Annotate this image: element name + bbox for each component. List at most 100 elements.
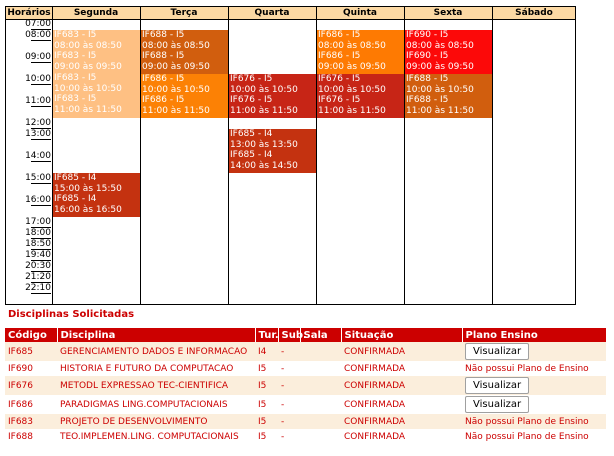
time-underline — [31, 29, 51, 30]
class-block: IF685 - I4 13:00 às 13:50 IF685 - I4 14:00 … — [229, 129, 316, 173]
time-underline — [31, 62, 51, 63]
column-divider — [228, 7, 229, 304]
time-label: 22:10 — [6, 283, 51, 294]
time-label: 13:00 — [6, 129, 51, 140]
class-code: IF688 - I5 — [142, 51, 185, 62]
course-sub: - — [278, 342, 300, 361]
time-text: 17:00 — [25, 217, 51, 227]
time-label: 14:00 — [6, 151, 51, 162]
class-code: IF686 - I5 — [318, 30, 361, 40]
course-turma: I5 — [255, 395, 278, 414]
course-sub: - — [278, 361, 300, 376]
class-time: 08:00 às 08:50 — [318, 40, 386, 51]
time-underline — [31, 271, 51, 272]
header-room: Sala — [300, 328, 342, 342]
courses-header-row: Código Disciplina Tur. Sub. Sala Situaçã… — [5, 328, 607, 342]
time-underline — [31, 249, 51, 250]
day-header: Quarta — [254, 8, 290, 18]
time-text: 14:00 — [25, 151, 51, 161]
header-course: Disciplina — [57, 328, 256, 342]
no-plan-text: Não possui Plano de Ensino — [465, 431, 589, 442]
column-divider — [492, 7, 493, 304]
class-block: IF686 - I5 10:00 às 10:50 IF686 - I5 11:00 … — [141, 74, 228, 118]
header-class: Tur. — [255, 328, 279, 342]
course-row: IF686 PARADIGMAS LING.COMPUTACIONAIS I5- CO… — [5, 395, 606, 414]
time-underline — [31, 106, 51, 107]
no-plan-text: Não possui Plano de Ensino — [465, 363, 589, 374]
time-label: 11:00 — [6, 96, 51, 107]
course-status: CONFIRMADA — [341, 376, 462, 395]
class-time: 11:00 às 11:50 — [406, 106, 474, 117]
time-underline — [31, 161, 51, 162]
no-plan-text: Não possui Plano de Ensino — [465, 416, 589, 427]
time-text: 07:00 — [25, 19, 51, 29]
time-underline — [31, 183, 51, 184]
column-divider — [316, 7, 317, 304]
time-text: 08:00 — [25, 30, 51, 40]
course-status: CONFIRMADA — [341, 429, 462, 444]
course-plan-cell: Não possui Plano de Ensino — [462, 429, 606, 444]
class-code: IF683 - I5 — [54, 94, 97, 105]
time-text: 18:00 — [25, 228, 51, 238]
course-code: IF683 — [5, 414, 57, 429]
view-plan-button[interactable]: Visualizar — [465, 377, 530, 394]
column-divider — [52, 7, 53, 304]
course-sub: - — [278, 429, 300, 444]
class-time: 10:00 às 10:50 — [318, 84, 386, 95]
course-plan-cell: Visualizar — [462, 376, 606, 395]
class-code: IF688 - I5 — [142, 30, 185, 40]
class-code: IF676 - I5 — [230, 95, 273, 106]
course-row: IF685 GERENCIAMENTO DADOS E INFORMACAO I4-… — [5, 342, 606, 361]
day-header: Segunda — [73, 8, 119, 18]
course-plan-cell: Visualizar — [462, 342, 606, 361]
view-plan-button[interactable]: Visualizar — [465, 396, 530, 413]
schedule-header: Horários Segunda Terça Quarta Quinta Sexta Sá… — [6, 7, 575, 20]
class-code: IF685 - I4 — [54, 173, 97, 183]
time-label: 15:00 — [6, 173, 51, 184]
class-code: IF685 - I4 — [230, 150, 273, 161]
time-label: 12:00 — [6, 118, 51, 129]
course-name: TEO.IMPLEMEN.LING. COMPUTACIONAIS — [57, 429, 255, 444]
course-sala — [300, 429, 341, 444]
course-plan-cell: Não possui Plano de Ensino — [462, 414, 606, 429]
course-code: IF676 — [5, 376, 57, 395]
course-status: CONFIRMADA — [341, 361, 462, 376]
class-block: IF676 - I5 10:00 às 10:50 IF676 - I5 11:00 … — [229, 74, 316, 118]
column-divider — [140, 7, 141, 304]
class-time: 08:00 às 08:50 — [406, 40, 474, 51]
course-sala — [300, 414, 341, 429]
header-sub: Sub. — [278, 328, 307, 342]
course-plan-cell: Não possui Plano de Ensino — [462, 361, 606, 376]
time-text: 15:00 — [25, 173, 51, 183]
course-code: IF688 — [5, 429, 57, 444]
class-time: 10:00 às 10:50 — [54, 83, 122, 94]
class-block: IF683 - I5 08:00 às 08:50 IF683 - I5 09:00 … — [53, 30, 140, 118]
class-time: 11:00 às 11:50 — [230, 106, 298, 117]
time-label: 19:40 — [6, 250, 51, 261]
course-turma: I5 — [255, 376, 278, 395]
class-block: IF685 - I4 15:00 às 15:50 IF685 - I4 16:00 … — [53, 173, 140, 217]
class-code: IF690 - I5 — [406, 51, 449, 62]
time-underline — [31, 40, 51, 41]
class-code: IF676 - I5 — [230, 74, 273, 84]
class-time: 15:00 às 15:50 — [54, 183, 122, 194]
course-row: IF683 PROJETO DE DESENVOLVIMENTO I5- CONFIR… — [5, 414, 606, 429]
view-plan-button[interactable]: Visualizar — [465, 343, 530, 360]
class-time: 14:00 às 14:50 — [230, 161, 298, 172]
class-code: IF685 - I4 — [54, 194, 97, 205]
class-code: IF686 - I5 — [318, 51, 361, 62]
course-name: HISTORIA E FUTURO DA COMPUTACAO — [57, 361, 255, 376]
class-time: 09:00 às 09:50 — [318, 62, 386, 73]
time-text: 12:00 — [25, 118, 51, 128]
time-label: 08:00 — [6, 30, 51, 41]
class-code: IF686 - I5 — [142, 95, 185, 106]
class-code: IF685 - I4 — [230, 129, 273, 139]
course-status: CONFIRMADA — [341, 395, 462, 414]
course-turma: I5 — [255, 414, 278, 429]
course-turma: I5 — [255, 429, 278, 444]
time-text: 11:00 — [25, 96, 51, 106]
header-plan: Plano Ensino — [462, 328, 607, 342]
class-code: IF676 - I5 — [318, 95, 361, 106]
time-underline — [31, 282, 51, 283]
course-sala — [300, 395, 341, 414]
